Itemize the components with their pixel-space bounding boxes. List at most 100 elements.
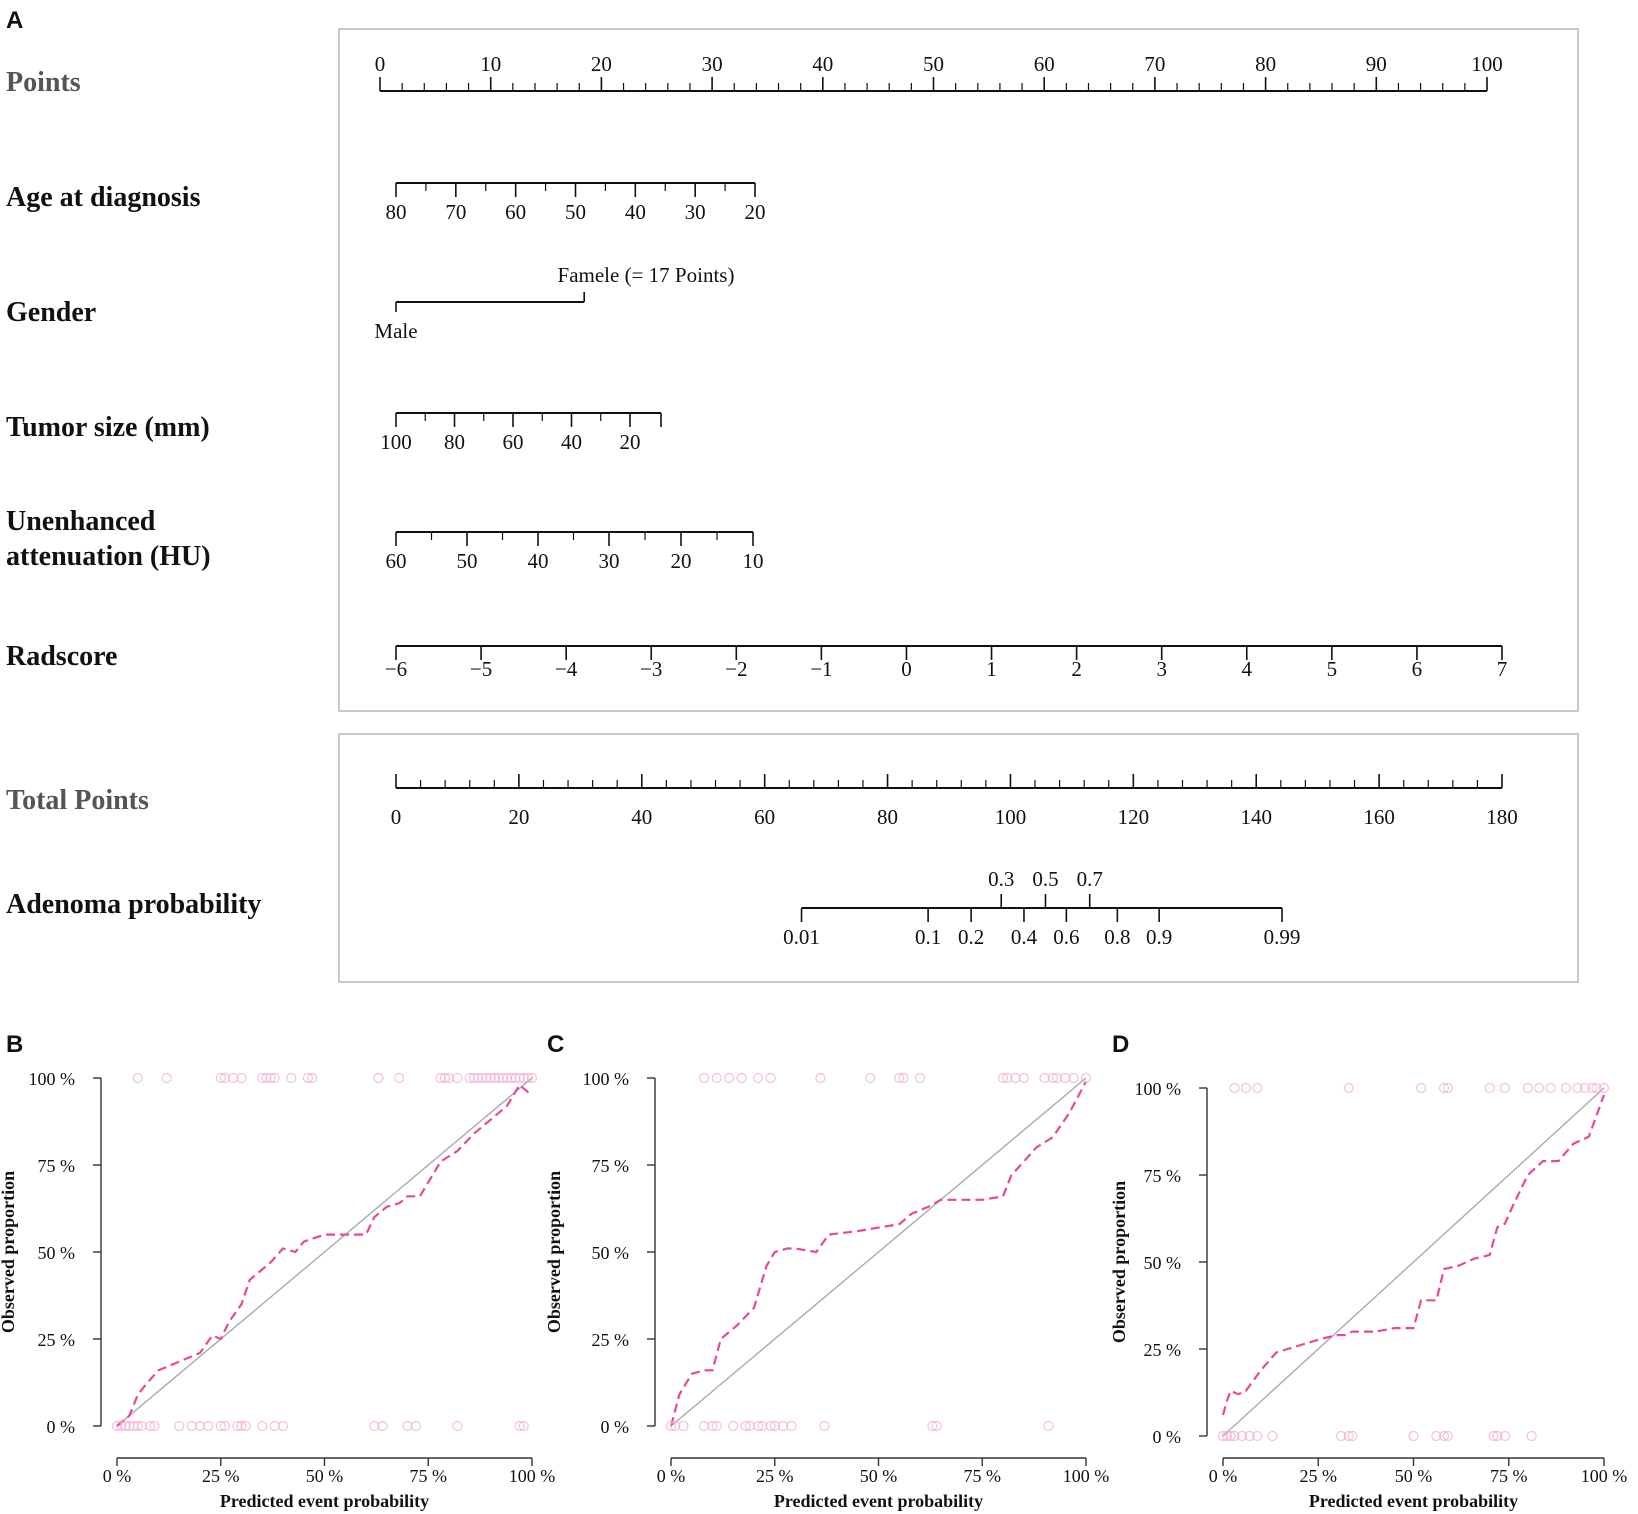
observed-point-top xyxy=(489,1072,500,1084)
y-tick-label: 25 % xyxy=(38,1330,76,1350)
total-tick-label: 40 xyxy=(631,805,652,829)
observed-point-bottom xyxy=(145,1420,156,1432)
observed-point-bottom xyxy=(1492,1430,1503,1442)
observed-point-top xyxy=(1499,1082,1511,1094)
tumor-tick-label: 20 xyxy=(620,430,641,454)
observed-point-bottom xyxy=(120,1420,131,1432)
y-tick-label: 0 % xyxy=(601,1417,630,1437)
hu-tick-label: 20 xyxy=(671,549,692,573)
observed-point-top xyxy=(286,1072,297,1084)
gender-female-label: Famele (= 17 Points) xyxy=(558,263,735,287)
observed-point-top xyxy=(1051,1072,1063,1084)
observed-point-top xyxy=(894,1072,905,1084)
x-tick-label: 25 % xyxy=(202,1466,240,1486)
observed-point-bottom xyxy=(215,1420,226,1432)
observed-point-bottom xyxy=(786,1420,797,1432)
observed-point-top xyxy=(699,1072,710,1084)
radscore-tick-label: 7 xyxy=(1497,657,1508,681)
observed-point-top xyxy=(1591,1082,1602,1094)
observed-point-bottom xyxy=(670,1420,681,1432)
observed-point-top xyxy=(161,1072,172,1084)
observed-point-top xyxy=(1039,1072,1050,1084)
y-tick-label: 50 % xyxy=(38,1243,76,1263)
y-tick-label: 50 % xyxy=(1144,1253,1182,1273)
observed-point-top xyxy=(1587,1082,1598,1094)
observed-point-top xyxy=(394,1072,405,1084)
calibration-plot-c: C 0 % 25 % 50 % 75 % 100 % 0 % 25 % 50 % 75 % 100 … xyxy=(544,1031,1109,1511)
observed-point-top xyxy=(302,1072,313,1084)
observed-point-top xyxy=(711,1072,722,1084)
ideal-line xyxy=(116,1077,533,1427)
radscore-label: Radscore xyxy=(6,641,117,672)
observed-point-top xyxy=(765,1072,776,1084)
observed-point-bottom xyxy=(1252,1430,1263,1442)
observed-point-bottom xyxy=(452,1420,463,1432)
probability-tick-label: 0.6 xyxy=(1053,925,1079,949)
observed-point-top xyxy=(435,1072,446,1084)
observed-point-top xyxy=(1343,1082,1354,1094)
observed-point-top xyxy=(518,1072,529,1084)
panel-letter-c: C xyxy=(547,1031,564,1058)
probability-tick-label: 0.8 xyxy=(1104,925,1130,949)
calibration-plot-b: B 0 % 25 % 50 % 75 % 100 % 0 % 25 % 50 % 75 % 100 … xyxy=(0,1031,555,1511)
observed-point-top xyxy=(736,1072,747,1084)
observed-point-top xyxy=(1010,1072,1021,1084)
observed-point-top xyxy=(464,1072,475,1084)
observed-point-bottom xyxy=(410,1420,421,1432)
observed-point-top xyxy=(493,1072,504,1084)
observed-point-top xyxy=(373,1072,384,1084)
x-axis-title: Predicted event probability xyxy=(1309,1491,1518,1511)
radscore-tick-label: −1 xyxy=(810,657,832,681)
radscore-tick-label: 6 xyxy=(1412,657,1423,681)
probability-tick-label-top: 0.3 xyxy=(988,867,1014,891)
age-tick-label: 20 xyxy=(745,200,766,224)
probability-tick-label: 0.1 xyxy=(915,925,941,949)
observed-point-bottom xyxy=(1043,1420,1054,1432)
probability-tick-label: 0.9 xyxy=(1146,925,1172,949)
observed-point-top xyxy=(1438,1082,1450,1094)
points-tick-label: 40 xyxy=(812,52,833,76)
observed-point-top xyxy=(898,1072,909,1084)
observed-point-top xyxy=(477,1072,488,1084)
observed-point-top xyxy=(1416,1082,1427,1094)
radscore-tick-label: 0 xyxy=(901,657,912,681)
observed-point-bottom xyxy=(186,1420,197,1432)
y-tick-label: 0 % xyxy=(47,1417,76,1437)
observed-point-bottom xyxy=(1217,1430,1229,1442)
radscore-tick-label: −4 xyxy=(555,657,578,681)
age-tick-label: 30 xyxy=(685,200,706,224)
tumor-tick-label: 100 xyxy=(380,430,412,454)
observed-point-top xyxy=(472,1072,484,1084)
observed-point-top xyxy=(219,1072,230,1084)
points-tick-label: 60 xyxy=(1034,52,1055,76)
y-tick-label: 25 % xyxy=(592,1330,630,1350)
observed-point-bottom xyxy=(1442,1430,1453,1442)
radscore-tick-label: −5 xyxy=(470,657,492,681)
calibration-curve xyxy=(669,1080,1087,1427)
observed-point-top xyxy=(997,1072,1009,1084)
observed-point-bottom xyxy=(136,1420,147,1432)
observed-point-top xyxy=(485,1072,496,1084)
observed-point-bottom xyxy=(240,1420,251,1432)
hu-tick-label: 50 xyxy=(457,549,478,573)
observed-point-bottom xyxy=(931,1420,942,1432)
observed-point-bottom xyxy=(269,1420,280,1432)
observed-point-top xyxy=(1002,1072,1013,1084)
probability-tick-label-top: 0.5 xyxy=(1032,867,1058,891)
observed-point-bottom xyxy=(1431,1430,1442,1442)
total-tick-label: 0 xyxy=(391,805,402,829)
points-tick-label: 80 xyxy=(1255,52,1276,76)
observed-point-top xyxy=(228,1072,239,1084)
observed-point-top xyxy=(1229,1082,1240,1094)
observed-point-bottom xyxy=(753,1420,764,1432)
observed-point-top xyxy=(1572,1082,1583,1094)
observed-point-top xyxy=(1240,1082,1251,1094)
observed-point-bottom xyxy=(777,1420,789,1432)
radscore-tick-label: 5 xyxy=(1327,657,1338,681)
observed-point-bottom xyxy=(194,1420,206,1432)
observed-point-bottom xyxy=(740,1420,751,1432)
probability-tick-label-top: 0.7 xyxy=(1077,867,1103,891)
points-tick-label: 0 xyxy=(375,52,386,76)
x-tick-label: 0 % xyxy=(103,1466,132,1486)
